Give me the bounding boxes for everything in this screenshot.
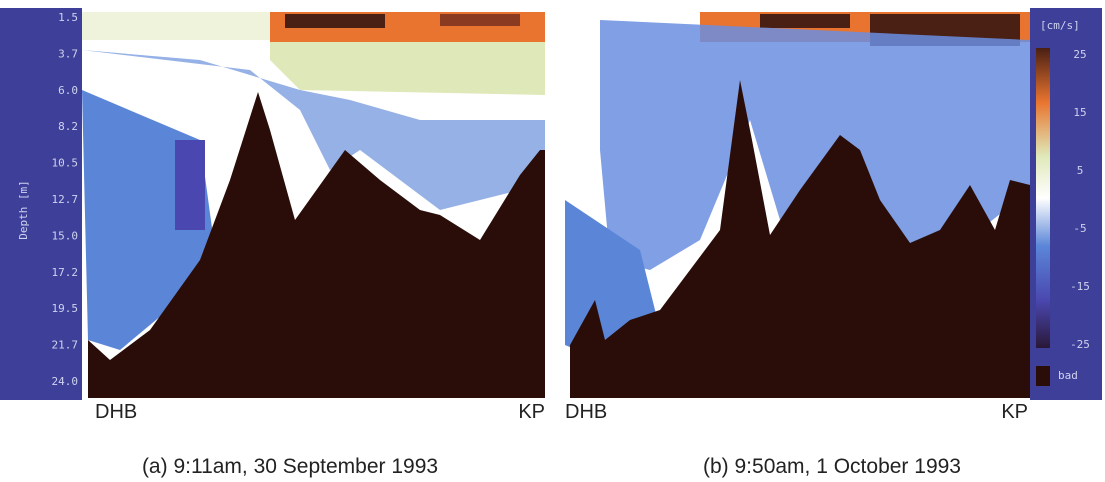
colorbar-tick-label: 15: [1073, 106, 1086, 119]
bad-label: bad: [1058, 369, 1078, 382]
colorbar-tick-label: -15: [1070, 280, 1090, 293]
panel-b: [565, 10, 1030, 398]
y-tick-label: 3.7: [58, 47, 78, 60]
y-tick-label: 12.7: [52, 193, 79, 206]
colorbar-tick-label: -5: [1073, 222, 1086, 235]
y-tick-label: 6.0: [58, 84, 78, 97]
site-label: KP: [518, 401, 545, 423]
y-tick-label: 21.7: [52, 339, 79, 352]
y-tick-label: 10.5: [52, 157, 79, 170]
panel-a: [82, 10, 545, 398]
y-tick-label: 19.5: [52, 302, 79, 315]
colorbar-unit: [cm/s]: [1040, 19, 1080, 32]
colorbar: [1036, 48, 1050, 348]
y-tick-label: 17.2: [52, 266, 79, 279]
colorbar-tick-label: -25: [1070, 338, 1090, 351]
site-label: DHB: [95, 401, 137, 423]
site-label: KP: [1001, 401, 1028, 423]
y-tick-label: 24.0: [52, 375, 79, 388]
y-tick-label: 15.0: [52, 229, 79, 242]
caption: (a) 9:11am, 30 September 1993: [142, 455, 438, 478]
axis-label: Depth [m]: [17, 180, 30, 240]
site-label: DHB: [565, 401, 607, 423]
axis-strip: [0, 8, 82, 400]
y-tick-label: 1.5: [58, 11, 78, 24]
y-tick-label: 8.2: [58, 120, 78, 133]
bad-swatch: [1036, 366, 1050, 386]
colorbar-tick-label: 5: [1077, 164, 1084, 177]
colorbar-tick-label: 25: [1073, 48, 1086, 61]
caption: (b) 9:50am, 1 October 1993: [703, 455, 961, 478]
